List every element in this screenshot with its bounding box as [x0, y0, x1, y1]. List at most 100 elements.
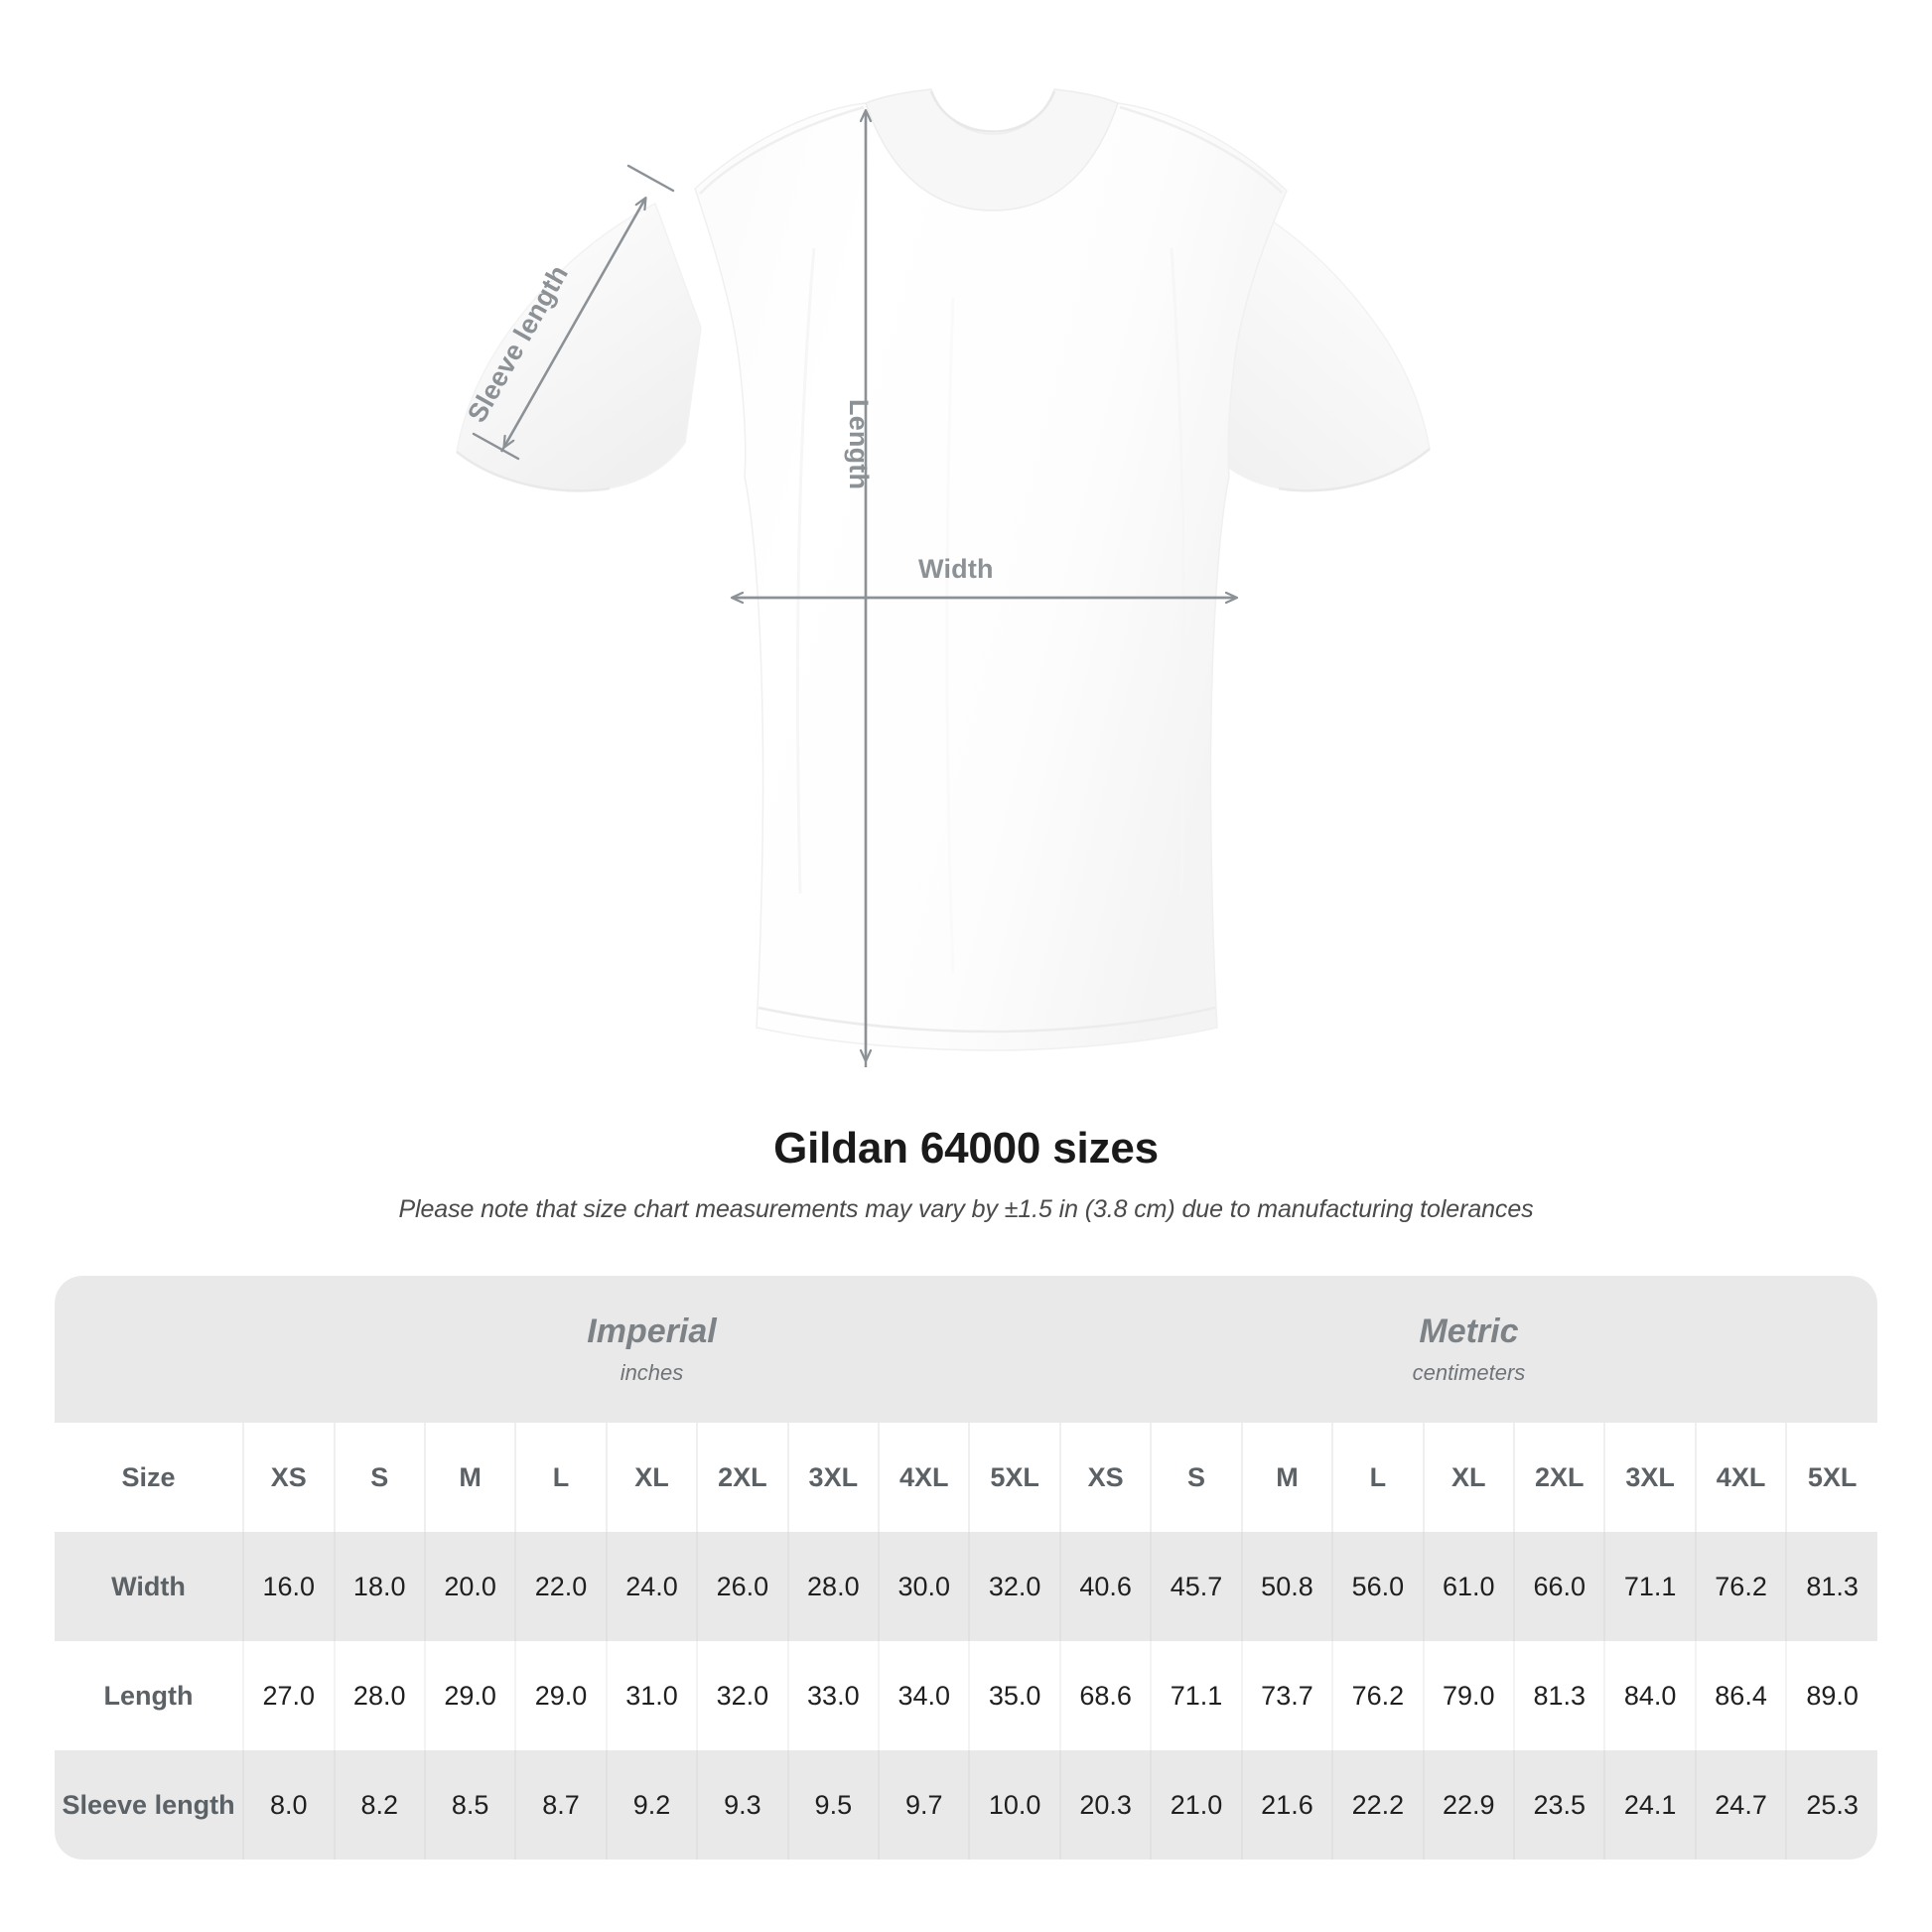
measurement-cell: 76.2	[1331, 1641, 1424, 1750]
measurement-cell: 8.0	[242, 1750, 335, 1860]
measurement-cell: 29.0	[514, 1641, 607, 1750]
measurement-cell: 22.9	[1422, 1750, 1515, 1860]
measurement-cell: 81.3	[1513, 1641, 1605, 1750]
measurement-cell: 71.1	[1150, 1641, 1242, 1750]
size-header-cell: 2XL	[1513, 1423, 1605, 1532]
size-header-label: Size	[55, 1423, 244, 1532]
measurement-cell: 40.6	[1058, 1532, 1152, 1641]
size-table-body: Width 16.0 18.0 20.0 22.0 24.0 26.0 28.0 30.0 32.…	[55, 1532, 1877, 1860]
measurement-cell: 9.7	[878, 1750, 970, 1860]
measurement-cell: 20.3	[1058, 1750, 1152, 1860]
size-header-cell: M	[1240, 1423, 1333, 1532]
size-header-cell: XL	[1422, 1423, 1515, 1532]
measurement-cell: 8.7	[514, 1750, 607, 1860]
size-header-row: Size XS S M L XL 2XL 3XL 4XL 5XL XS S M L XL 2XL 3XL 4XL 5…	[55, 1423, 1877, 1532]
unit-row-corner	[55, 1276, 244, 1423]
size-chart-table-container: Imperial inches Metric centimeters Size XS S M…	[55, 1276, 1877, 1860]
measurement-cell: 66.0	[1513, 1532, 1605, 1641]
measurement-cell: 31.0	[605, 1641, 698, 1750]
size-header-cell: S	[1150, 1423, 1242, 1532]
measurement-cell: 35.0	[968, 1641, 1060, 1750]
measurement-cell: 61.0	[1422, 1532, 1515, 1641]
measurement-cell: 68.6	[1058, 1641, 1152, 1750]
measurement-cell: 34.0	[878, 1641, 970, 1750]
measurement-cell: 9.3	[696, 1750, 788, 1860]
length-label: Length	[844, 399, 874, 490]
measurement-cell: 32.0	[968, 1532, 1060, 1641]
row-label-length: Length	[55, 1641, 244, 1750]
row-label-sleeve-length: Sleeve length	[55, 1750, 244, 1860]
measurement-cell: 24.0	[605, 1532, 698, 1641]
measurement-cell: 89.0	[1785, 1641, 1877, 1750]
measurement-cell: 24.7	[1694, 1750, 1787, 1860]
shirt-body-shape	[456, 88, 1431, 1051]
measurement-cell: 21.6	[1240, 1750, 1333, 1860]
table-row: Sleeve length 8.0 8.2 8.5 8.7 9.2 9.3 9.5 9.7 10.…	[55, 1750, 1877, 1860]
measurement-cell: 71.1	[1603, 1532, 1696, 1641]
measurement-cell: 18.0	[333, 1532, 425, 1641]
size-header-cell: 5XL	[968, 1423, 1060, 1532]
tolerance-note: Please note that size chart measurements…	[398, 1195, 1534, 1223]
size-header-cell: 3XL	[786, 1423, 880, 1532]
measurement-cell: 25.3	[1785, 1750, 1877, 1860]
measurement-cell: 9.2	[605, 1750, 698, 1860]
measurement-cell: 84.0	[1603, 1641, 1696, 1750]
size-header-cell: 3XL	[1603, 1423, 1696, 1532]
unit-subtitle: centimeters	[1412, 1359, 1526, 1385]
measurement-cell: 21.0	[1150, 1750, 1242, 1860]
size-header-cell: L	[1331, 1423, 1424, 1532]
size-header-cell: XS	[242, 1423, 335, 1532]
tshirt-diagram	[456, 88, 1431, 1067]
measurement-cell: 26.0	[696, 1532, 788, 1641]
measurement-cell: 28.0	[333, 1641, 425, 1750]
measurement-cell: 50.8	[1240, 1532, 1333, 1641]
measurement-cell: 56.0	[1331, 1532, 1424, 1641]
size-chart-table: Imperial inches Metric centimeters Size XS S M…	[55, 1276, 1877, 1860]
size-header-cell: 4XL	[1694, 1423, 1787, 1532]
measurement-cell: 10.0	[968, 1750, 1060, 1860]
measurement-cell: 8.2	[333, 1750, 425, 1860]
measurement-cell: 8.5	[423, 1750, 516, 1860]
size-header-cell: L	[514, 1423, 607, 1532]
sleeve-length-dimension-arrow	[472, 164, 675, 461]
measurement-cell: 30.0	[878, 1532, 970, 1641]
measurement-cell: 33.0	[786, 1641, 880, 1750]
size-header-cell: XS	[1058, 1423, 1152, 1532]
measurement-cell: 86.4	[1694, 1641, 1787, 1750]
size-header-cell: M	[423, 1423, 516, 1532]
size-header-cell: 2XL	[696, 1423, 788, 1532]
measurement-cell: 22.0	[514, 1532, 607, 1641]
table-row: Length 27.0 28.0 29.0 29.0 31.0 32.0 33.0 34.0 35…	[55, 1641, 1877, 1750]
page-title: Gildan 64000 sizes	[773, 1124, 1159, 1173]
unit-subtitle: inches	[620, 1359, 684, 1385]
measurement-cell: 73.7	[1240, 1641, 1333, 1750]
measurement-cell: 27.0	[242, 1641, 335, 1750]
size-header-cell: 4XL	[878, 1423, 970, 1532]
measurement-cell: 45.7	[1150, 1532, 1242, 1641]
unit-cell-metric: Metric centimeters	[1059, 1276, 1877, 1423]
measurement-cell: 81.3	[1785, 1532, 1877, 1641]
title-block: Gildan 64000 sizes Please note that size…	[0, 1124, 1932, 1224]
unit-name: Metric	[1419, 1312, 1519, 1351]
size-header-cell: S	[333, 1423, 425, 1532]
tshirt-illustration: Width Length Sleeve length	[456, 88, 1431, 1067]
measurement-cell: 22.2	[1331, 1750, 1424, 1860]
measurement-cell: 23.5	[1513, 1750, 1605, 1860]
measurement-cell: 28.0	[786, 1532, 880, 1641]
measurement-cell: 29.0	[423, 1641, 516, 1750]
width-label: Width	[918, 554, 994, 584]
row-label-width: Width	[55, 1532, 244, 1641]
measurement-cell: 20.0	[423, 1532, 516, 1641]
measurement-cell: 79.0	[1422, 1641, 1515, 1750]
measurement-cell: 76.2	[1694, 1532, 1787, 1641]
measurement-cell: 32.0	[696, 1641, 788, 1750]
table-row: Width 16.0 18.0 20.0 22.0 24.0 26.0 28.0 30.0 32.…	[55, 1532, 1877, 1641]
size-header-cell: XL	[605, 1423, 698, 1532]
unit-cell-imperial: Imperial inches	[243, 1276, 1060, 1423]
size-header-cell: 5XL	[1785, 1423, 1877, 1532]
measurement-cell: 16.0	[242, 1532, 335, 1641]
unit-name: Imperial	[587, 1312, 717, 1351]
measurement-cell: 9.5	[786, 1750, 880, 1860]
measurement-cell: 24.1	[1603, 1750, 1696, 1860]
unit-banner-row: Imperial inches Metric centimeters	[55, 1276, 1877, 1423]
